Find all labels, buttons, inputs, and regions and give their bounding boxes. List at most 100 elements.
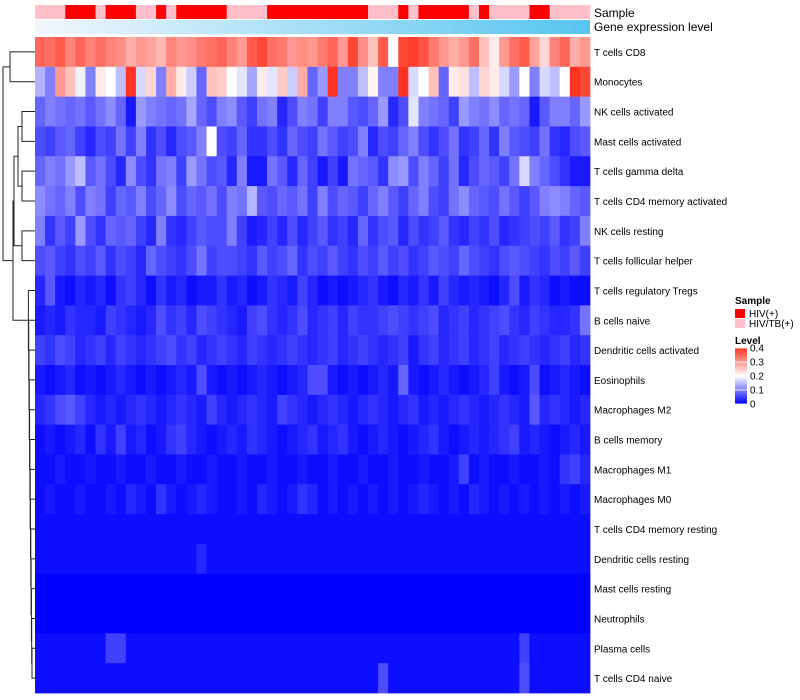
heatmap-cell — [569, 275, 581, 306]
heatmap-cell — [146, 126, 157, 157]
heatmap-cell — [448, 365, 460, 396]
heatmap-cell — [45, 66, 56, 98]
heatmap-cell — [438, 514, 450, 545]
heatmap-cell — [65, 215, 76, 247]
heatmap-cell — [428, 365, 440, 396]
heatmap-cell — [489, 484, 500, 515]
heatmap-cell — [125, 156, 137, 187]
heatmap-cell — [549, 126, 561, 157]
row-label: Dendritic cells resting — [594, 555, 689, 566]
heatmap-cell — [226, 543, 238, 575]
heatmap-cell — [125, 126, 137, 157]
heatmap-cell — [216, 245, 228, 276]
heatmap-cell — [85, 215, 96, 247]
heatmap-cell — [257, 573, 268, 604]
heatmap-cell — [226, 394, 238, 426]
heatmap-cell — [146, 543, 157, 575]
heatmap-cell — [236, 37, 248, 68]
heatmap-cell — [176, 663, 187, 694]
heatmap-cell — [337, 394, 349, 426]
heatmap-cell — [468, 424, 480, 455]
heatmap-cell — [65, 573, 76, 604]
heatmap-cell — [378, 156, 389, 187]
heatmap-cell — [75, 37, 86, 68]
heatmap-cell — [156, 603, 167, 634]
heatmap-cell — [307, 365, 318, 396]
heatmap-cell — [408, 96, 419, 127]
heatmap-cell — [45, 275, 56, 306]
heatmap-cell — [468, 275, 480, 306]
heatmap-cell — [307, 126, 318, 157]
heatmap-cell — [368, 215, 379, 247]
sample-annotation-cell — [347, 5, 359, 19]
heatmap-cell — [398, 37, 409, 68]
heatmap-cell — [146, 186, 157, 217]
heatmap-cell — [479, 96, 490, 127]
heatmap-cell — [216, 66, 228, 98]
heatmap-cell — [267, 37, 278, 68]
heatmap-cell — [196, 663, 207, 694]
heatmap-cell — [347, 186, 359, 217]
heatmap-cell — [246, 96, 258, 127]
heatmap-cell — [388, 275, 399, 306]
heatmap-cell — [75, 484, 86, 515]
heatmap-cell — [569, 66, 581, 98]
heatmap-cell — [448, 275, 460, 306]
heatmap-cell — [146, 66, 157, 98]
heatmap-cell — [85, 96, 96, 127]
heatmap-cell — [115, 245, 127, 276]
heatmap-cell — [549, 454, 561, 485]
heatmap-cell — [519, 66, 530, 98]
heatmap-cell — [65, 335, 76, 366]
heatmap-cell — [267, 633, 278, 664]
heatmap-cell — [156, 484, 167, 515]
heatmap-cell — [448, 514, 460, 545]
heatmap-cell — [115, 424, 127, 455]
heatmap-cell — [378, 543, 389, 575]
heatmap-cell — [55, 335, 66, 366]
heatmap-cell — [499, 454, 510, 485]
heatmap-cell — [287, 424, 298, 455]
heatmap-cell — [489, 633, 500, 664]
heatmap-cell — [115, 215, 127, 247]
heatmap-cell — [65, 484, 76, 515]
heatmap-cell — [499, 514, 510, 545]
heatmap-cell — [287, 603, 298, 634]
sample-annotation-cell — [65, 5, 76, 19]
heatmap-cell — [539, 543, 551, 575]
heatmap-cell — [85, 305, 96, 336]
heatmap-cell — [539, 156, 551, 187]
heatmap-cell — [428, 424, 440, 455]
heatmap-cell — [378, 215, 389, 247]
heatmap-cell — [236, 305, 248, 336]
heatmap-cell — [418, 245, 429, 276]
row-label: T cells gamma delta — [594, 167, 684, 178]
heatmap-cell — [95, 126, 107, 157]
heatmap-cell — [95, 335, 107, 366]
heatmap-cell — [398, 633, 409, 664]
heatmap-cell — [35, 66, 46, 98]
heatmap-cell — [35, 365, 46, 396]
heatmap-cell — [45, 96, 56, 127]
level-legend-tick-label: 0.3 — [750, 358, 764, 369]
sample-legend: Sample HIV(+) HIV/TB(+) — [735, 296, 794, 330]
sample-annotation-cell — [146, 5, 157, 19]
heatmap-cell — [75, 514, 86, 545]
heatmap-cell — [357, 335, 369, 366]
heatmap-cell — [519, 305, 530, 336]
heatmap-cell — [166, 394, 177, 426]
row-label: T cells CD4 memory resting — [594, 525, 717, 536]
row-label: NK cells resting — [594, 227, 663, 238]
heatmap-cell — [35, 275, 46, 306]
row-label: B cells memory — [594, 436, 662, 447]
sample-annotation-cell — [448, 5, 460, 19]
heatmap-cell — [257, 66, 268, 98]
heatmap-cell — [569, 215, 581, 247]
heatmap-cell — [277, 215, 288, 247]
heatmap-cell — [559, 96, 571, 127]
heatmap-cell — [45, 424, 56, 455]
heatmap-cell — [216, 454, 228, 485]
heatmap-cell — [317, 633, 329, 664]
heatmap-cell — [539, 603, 551, 634]
heatmap-cell — [347, 573, 359, 604]
